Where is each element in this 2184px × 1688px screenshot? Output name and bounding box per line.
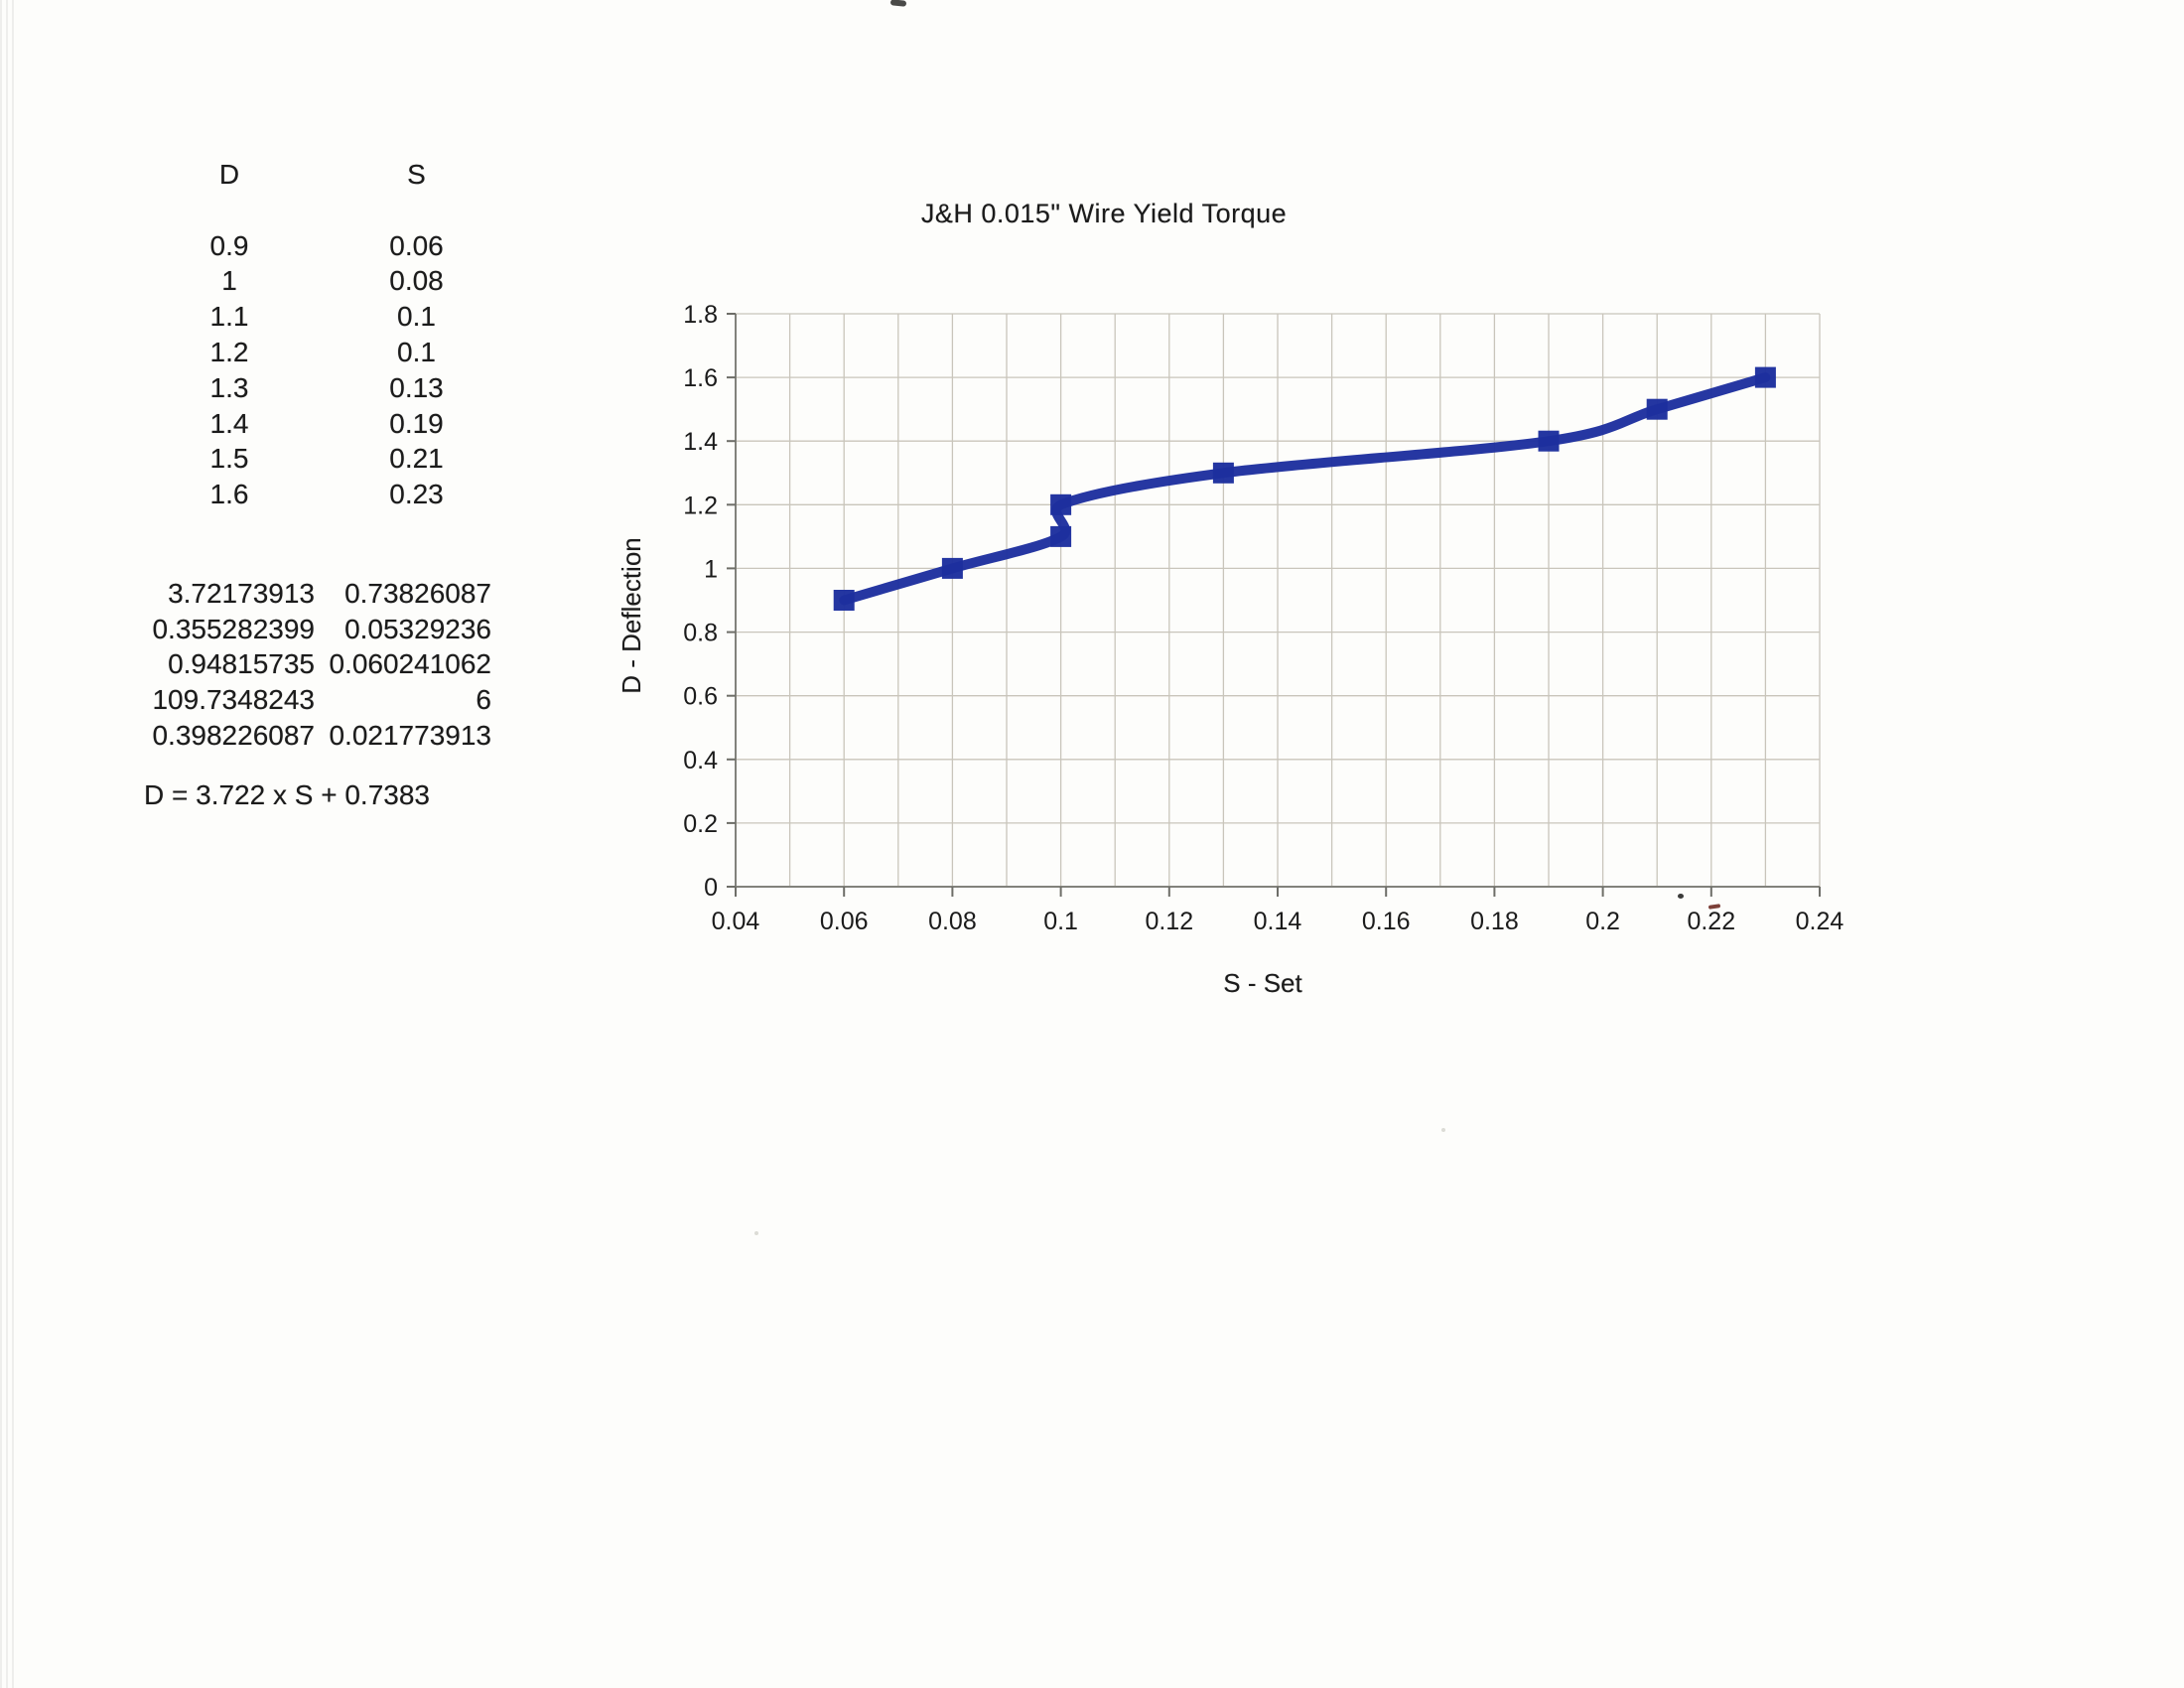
stats-cell: 6 xyxy=(476,684,491,716)
x-tick-label: 0.16 xyxy=(1362,908,1411,935)
cell-s: 0.21 xyxy=(389,443,444,475)
y-tick-label: 0.4 xyxy=(683,747,718,774)
cell-d: 1.5 xyxy=(209,443,249,475)
table-row: 1 0.08 xyxy=(139,263,513,299)
stats-row: 109.7348243 6 xyxy=(139,682,491,718)
x-tick-label: 0.08 xyxy=(928,908,977,935)
x-tick-label: 0.18 xyxy=(1470,908,1519,935)
scan-speck xyxy=(1441,1128,1445,1132)
y-tick-label: 1.2 xyxy=(683,492,718,519)
cell-s: 0.23 xyxy=(389,479,444,510)
y-tick-label: 1.6 xyxy=(683,364,718,392)
cell-d: 0.9 xyxy=(209,229,249,261)
x-tick-label: 0.06 xyxy=(820,908,869,935)
stats-row: 0.398226087 0.021773913 xyxy=(139,718,491,754)
stats-cell: 109.7348243 xyxy=(152,684,315,716)
cell-d: 1 xyxy=(221,265,237,297)
table-row: 1.2 0.1 xyxy=(139,335,513,370)
cell-d: 1.2 xyxy=(209,336,249,367)
x-tick-label: 0.24 xyxy=(1796,908,1844,935)
data-point-marker xyxy=(941,557,963,579)
stats-cell: 3.72173913 xyxy=(168,578,315,609)
x-tick-label: 0.12 xyxy=(1145,908,1193,935)
y-axis-title: D - Deflection xyxy=(616,537,646,694)
stats-cell: 0.94815735 xyxy=(168,648,315,680)
y-tick-label: 0.2 xyxy=(683,810,718,838)
data-point-marker xyxy=(1646,398,1668,420)
data-table: D S 0.9 0.06 1 0.08 1.1 0.1 1.2 0.1 1.3 0.13 1.4 0.19… xyxy=(139,157,513,512)
table-row: 1.4 0.19 xyxy=(139,406,513,442)
x-tick-label: 0.2 xyxy=(1585,908,1620,935)
y-tick-label: 1 xyxy=(704,555,718,583)
table-row: 0.9 0.06 xyxy=(139,228,513,264)
x-tick-label: 0.1 xyxy=(1043,908,1078,935)
stats-cell: 0.73826087 xyxy=(344,578,491,609)
y-tick-label: 0.8 xyxy=(683,620,718,647)
data-point-marker xyxy=(1754,366,1776,388)
data-point-marker xyxy=(1538,430,1560,452)
data-point-marker xyxy=(1050,525,1072,547)
y-tick-label: 1.4 xyxy=(683,428,718,456)
table-row: 1.5 0.21 xyxy=(139,441,513,477)
table-row: 1.3 0.13 xyxy=(139,370,513,406)
cell-d: 1.1 xyxy=(209,301,249,333)
stats-cell: 0.05329236 xyxy=(344,613,491,644)
stats-cell: 0.021773913 xyxy=(329,719,491,751)
scan-speck xyxy=(1678,894,1684,899)
scan-speck xyxy=(754,1231,758,1235)
cell-d: 1.6 xyxy=(209,479,249,510)
cell-s: 0.1 xyxy=(397,301,436,333)
cell-s: 0.19 xyxy=(389,407,444,439)
cell-s: S xyxy=(407,159,426,190)
table-row: 1.1 0.1 xyxy=(139,299,513,335)
y-tick-label: 0.6 xyxy=(683,683,718,711)
regression-stats: 3.72173913 0.73826087 0.355282399 0.0532923… xyxy=(139,576,491,753)
series-line xyxy=(839,372,1771,606)
stats-cell: 0.398226087 xyxy=(152,719,315,751)
y-tick-label: 1.8 xyxy=(683,301,718,329)
stats-row: 0.94815735 0.060241062 xyxy=(139,646,491,682)
regression-formula: D = 3.722 x S + 0.7383 xyxy=(144,779,430,810)
chart-title: J&H 0.015" Wire Yield Torque xyxy=(920,199,1288,228)
data-point-marker xyxy=(833,590,855,611)
cell-s: 0.08 xyxy=(389,265,444,297)
stats-row: 0.355282399 0.05329236 xyxy=(139,612,491,647)
data-point-marker xyxy=(1050,493,1072,515)
stats-cell: 0.355282399 xyxy=(152,613,315,644)
cell-s: 0.13 xyxy=(389,371,444,403)
y-tick-label: 0 xyxy=(704,874,718,902)
x-axis-title: S - Set xyxy=(1223,968,1302,998)
scanner-edge-artifact xyxy=(0,0,14,1688)
cell-d: 1.3 xyxy=(209,371,249,403)
cell-d: 1.4 xyxy=(209,407,249,439)
x-tick-label: 0.04 xyxy=(712,908,760,935)
x-tick-label: 0.14 xyxy=(1254,908,1302,935)
stats-row: 3.72173913 0.73826087 xyxy=(139,576,491,612)
cell-d: D xyxy=(218,159,240,190)
cell-s: 0.1 xyxy=(397,336,436,367)
table-row: 1.6 0.23 xyxy=(139,477,513,512)
cell-s: 0.06 xyxy=(389,229,444,261)
x-tick-label: 0.22 xyxy=(1687,908,1735,935)
data-point-marker xyxy=(1212,462,1234,484)
stats-cell: 0.060241062 xyxy=(329,648,491,680)
